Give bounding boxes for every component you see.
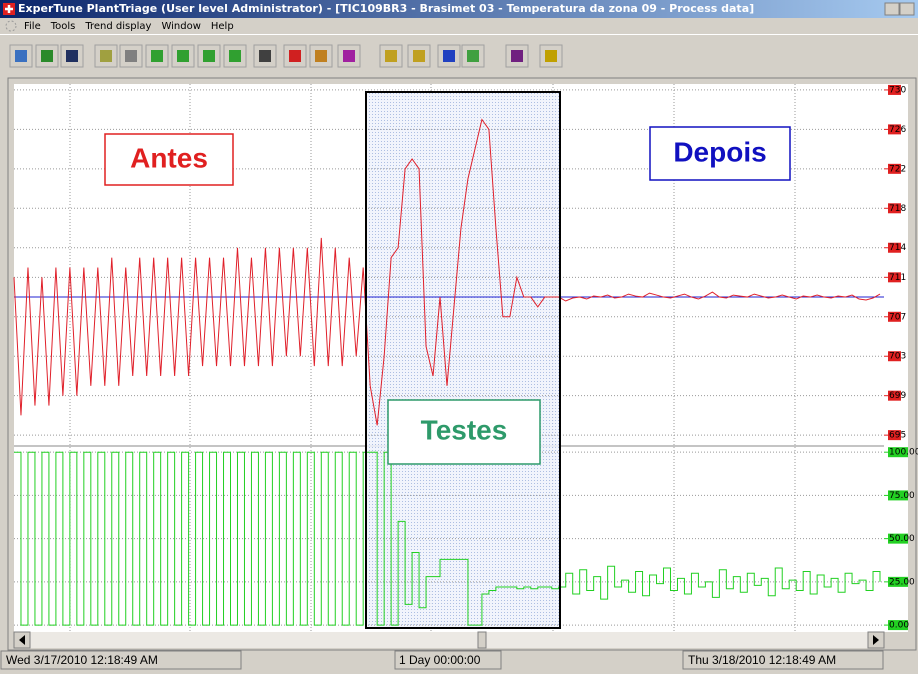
toolbar-icon	[511, 50, 523, 62]
y-tick-label: 75.00	[889, 491, 915, 501]
toolbar-icon	[385, 50, 397, 62]
separator	[0, 34, 918, 35]
tick-tag	[888, 430, 901, 441]
annotation-box	[104, 133, 234, 186]
menu-item[interactable]: Tools	[50, 21, 76, 32]
status-end: Thu 3/18/2010 12:18:49 AM	[688, 653, 836, 667]
tick-tag	[888, 390, 901, 401]
toolbar-icon	[413, 50, 425, 62]
toolbar-icon	[177, 50, 189, 62]
y-tick-label: 100.00	[889, 448, 918, 458]
test-region-border	[365, 91, 561, 629]
y-tick-label: 0.00	[889, 621, 909, 631]
annotation: Depois	[673, 136, 766, 167]
doc-icon	[5, 20, 17, 32]
toolbar-icon	[315, 50, 327, 62]
status-start: Wed 3/17/2010 12:18:49 AM	[6, 653, 158, 667]
trend-line	[13, 118, 881, 426]
tick-tag	[888, 163, 901, 174]
tick-tag	[888, 351, 901, 362]
menu-item[interactable]: Window	[161, 21, 200, 32]
tick-tag	[888, 533, 908, 544]
maximize-button[interactable]	[899, 2, 915, 16]
toolbar-icon	[151, 50, 163, 62]
menu-item[interactable]: Help	[211, 21, 234, 32]
app-icon-cross	[5, 5, 13, 13]
status-panel	[394, 650, 502, 670]
status-panel	[682, 650, 884, 670]
tick-tag	[888, 84, 901, 95]
annotation-box	[649, 126, 791, 181]
toolbar-icon	[467, 50, 479, 62]
y-tick-label: 722	[889, 164, 906, 174]
y-tick-label: 707	[889, 312, 906, 322]
tick-tag	[888, 272, 901, 283]
title-bar	[0, 0, 918, 18]
menu-item[interactable]: Trend display	[84, 21, 151, 32]
trend-line	[14, 451, 881, 626]
tick-tag	[888, 620, 908, 631]
tick-tag	[888, 311, 901, 322]
toolbar	[9, 44, 563, 68]
y-tick-label: 714	[889, 243, 906, 253]
toolbar-icon	[289, 50, 301, 62]
status-panel	[0, 650, 242, 670]
arrow	[19, 635, 25, 645]
scroll-thumb[interactable]	[477, 631, 487, 649]
annotation: Antes	[130, 142, 208, 173]
annotation: Testes	[421, 414, 508, 445]
y-tick-label: 703	[889, 352, 906, 362]
toolbar-icon	[203, 50, 215, 62]
scroll-track[interactable]	[14, 632, 884, 648]
y-tick-label: 718	[889, 204, 906, 214]
y-tick-label: 50.00	[889, 534, 915, 544]
toolbar-icon	[15, 50, 27, 62]
tick-tag	[888, 203, 901, 214]
y-tick-label: 711	[889, 273, 906, 283]
toolbar-icon	[100, 50, 112, 62]
test-region	[366, 92, 560, 628]
toolbar-icon	[259, 50, 271, 62]
window-title: ExperTune PlantTriage (User level Admini…	[18, 2, 754, 15]
y-tick-label: 730	[889, 85, 906, 95]
tick-tag	[888, 124, 901, 135]
menu-bar	[0, 18, 918, 34]
tick-tag	[888, 576, 908, 587]
window-controls[interactable]	[884, 2, 915, 16]
toolbar-icon	[41, 50, 53, 62]
tick-tag	[888, 490, 908, 501]
toolbar-icon	[443, 50, 455, 62]
toolbar-icon	[343, 50, 355, 62]
toolbar-icon	[229, 50, 241, 62]
status-span: 1 Day 00:00:00	[399, 653, 481, 667]
scrollbar[interactable]	[13, 631, 885, 649]
y-tick-label: 695	[889, 431, 906, 441]
toolbar-icon	[125, 50, 137, 62]
menu-item[interactable]: File	[24, 21, 41, 32]
tick-tag	[888, 242, 901, 253]
y-tick-label: 699	[889, 391, 906, 401]
tick-tag	[888, 447, 908, 458]
minimize-button[interactable]	[884, 2, 900, 16]
toolbar-icon	[66, 50, 78, 62]
annotation-box	[387, 399, 541, 465]
y-tick-label: 25.00	[889, 577, 915, 587]
toolbar-icon	[545, 50, 557, 62]
arrow	[873, 635, 879, 645]
y-tick-label: 726	[889, 125, 906, 135]
